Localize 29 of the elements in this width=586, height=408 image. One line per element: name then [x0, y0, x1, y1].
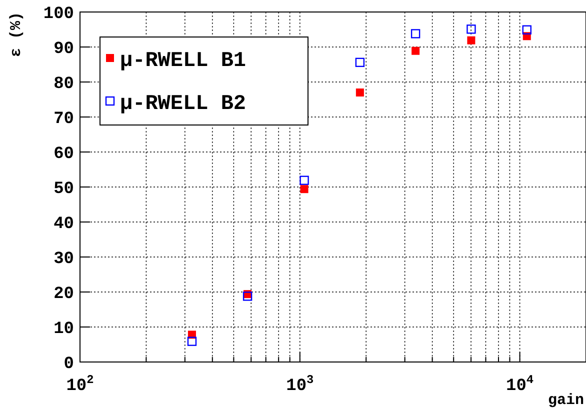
y-tick-label: 10: [54, 320, 74, 339]
y-tick-label: 40: [54, 215, 74, 234]
y-tick-label: 20: [54, 285, 74, 304]
legend-label: μ-RWELL B1: [120, 50, 246, 73]
x-axis-title: gain: [548, 392, 584, 408]
y-tick-label: 0: [64, 355, 74, 374]
y-tick-label: 70: [54, 110, 74, 129]
point: [300, 176, 309, 185]
y-tick-label: 90: [54, 40, 74, 59]
point: [356, 88, 364, 96]
y-tick-label: 60: [54, 145, 74, 164]
x-tick-label: 10$^{4}$: [506, 373, 534, 396]
point: [242, 292, 252, 301]
point: [300, 185, 308, 194]
x-tick-label: 10$^{2}$: [66, 373, 94, 396]
legend-label: μ-RWELL B2: [120, 93, 246, 116]
point: [187, 336, 197, 346]
y-tick-label: 80: [54, 75, 74, 94]
point: [410, 29, 420, 38]
point: [355, 58, 365, 67]
y-tick-label: 30: [54, 250, 74, 269]
y-axis-title: ε (%): [8, 12, 25, 58]
point: [466, 24, 476, 34]
y-tick-label: 100: [43, 5, 74, 24]
point: [412, 46, 420, 55]
point: [467, 36, 476, 44]
x-tick-label: 10$^{3}$: [286, 373, 314, 396]
point: [522, 25, 532, 34]
y-tick-label: 50: [54, 180, 74, 199]
